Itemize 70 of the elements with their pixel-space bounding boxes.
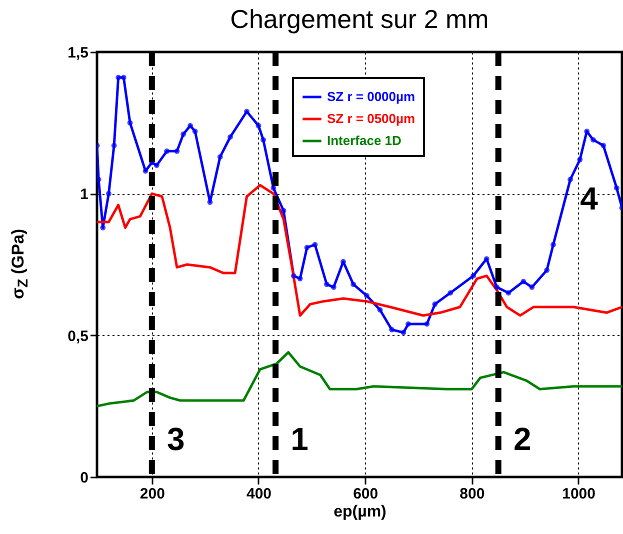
point bbox=[544, 267, 550, 273]
point bbox=[256, 122, 262, 128]
legend-label: Interface 1D bbox=[327, 133, 402, 148]
annotation: 2 bbox=[513, 421, 532, 458]
annotation: 3 bbox=[167, 421, 185, 458]
point bbox=[364, 292, 370, 298]
point bbox=[164, 148, 170, 154]
point bbox=[377, 307, 383, 313]
point bbox=[330, 284, 336, 290]
point bbox=[614, 185, 620, 191]
point bbox=[180, 131, 186, 137]
point bbox=[142, 168, 148, 174]
chart-title: Chargement sur 2 mm bbox=[230, 4, 489, 34]
point bbox=[100, 224, 106, 230]
point bbox=[590, 137, 596, 143]
point bbox=[484, 256, 490, 262]
point bbox=[494, 284, 500, 290]
point bbox=[400, 330, 406, 336]
point bbox=[290, 273, 296, 279]
point bbox=[600, 142, 606, 148]
point bbox=[520, 278, 526, 284]
point bbox=[448, 290, 454, 296]
line-series bbox=[97, 184, 622, 317]
point bbox=[304, 244, 310, 250]
legend-label: SZ r = 0000µm bbox=[327, 89, 416, 104]
point bbox=[154, 162, 160, 168]
x-tick-label: 1000 bbox=[562, 486, 596, 502]
point bbox=[577, 156, 583, 162]
point bbox=[116, 74, 122, 80]
point bbox=[217, 154, 223, 160]
y-tick-label: 0 bbox=[80, 470, 88, 486]
point bbox=[127, 120, 133, 126]
point bbox=[324, 282, 330, 288]
x-tick-label: 800 bbox=[460, 486, 485, 502]
point bbox=[192, 128, 198, 134]
point bbox=[568, 176, 574, 182]
legend-label: SZ r = 0500µm bbox=[327, 111, 416, 126]
point bbox=[506, 290, 512, 296]
annotation: 4 bbox=[580, 180, 598, 216]
point bbox=[340, 258, 346, 264]
point bbox=[174, 148, 180, 154]
x-tick-label: 600 bbox=[353, 486, 378, 502]
x-tick-label: 400 bbox=[246, 486, 272, 502]
point bbox=[312, 242, 318, 248]
y-tick-label: 1,5 bbox=[68, 44, 88, 62]
point bbox=[424, 321, 430, 327]
point bbox=[270, 185, 276, 191]
point bbox=[188, 122, 194, 128]
point bbox=[529, 284, 535, 290]
point bbox=[120, 74, 126, 80]
point bbox=[106, 190, 112, 196]
annotation: 1 bbox=[290, 421, 308, 458]
point bbox=[97, 176, 102, 182]
point bbox=[470, 273, 476, 279]
point bbox=[550, 242, 556, 248]
line-series bbox=[97, 351, 622, 408]
point bbox=[389, 326, 394, 332]
point bbox=[280, 208, 286, 214]
y-tick-label: 0,5 bbox=[68, 328, 88, 345]
point bbox=[244, 108, 250, 114]
x-axis-title: ep(µm) bbox=[334, 504, 386, 520]
point bbox=[432, 301, 438, 307]
point bbox=[260, 137, 266, 143]
point bbox=[228, 134, 233, 140]
x-tick-label: 200 bbox=[140, 486, 165, 502]
point bbox=[406, 321, 412, 327]
y-tick-label: 1 bbox=[80, 186, 88, 204]
point bbox=[297, 276, 303, 282]
point bbox=[111, 142, 117, 148]
point bbox=[350, 282, 356, 288]
